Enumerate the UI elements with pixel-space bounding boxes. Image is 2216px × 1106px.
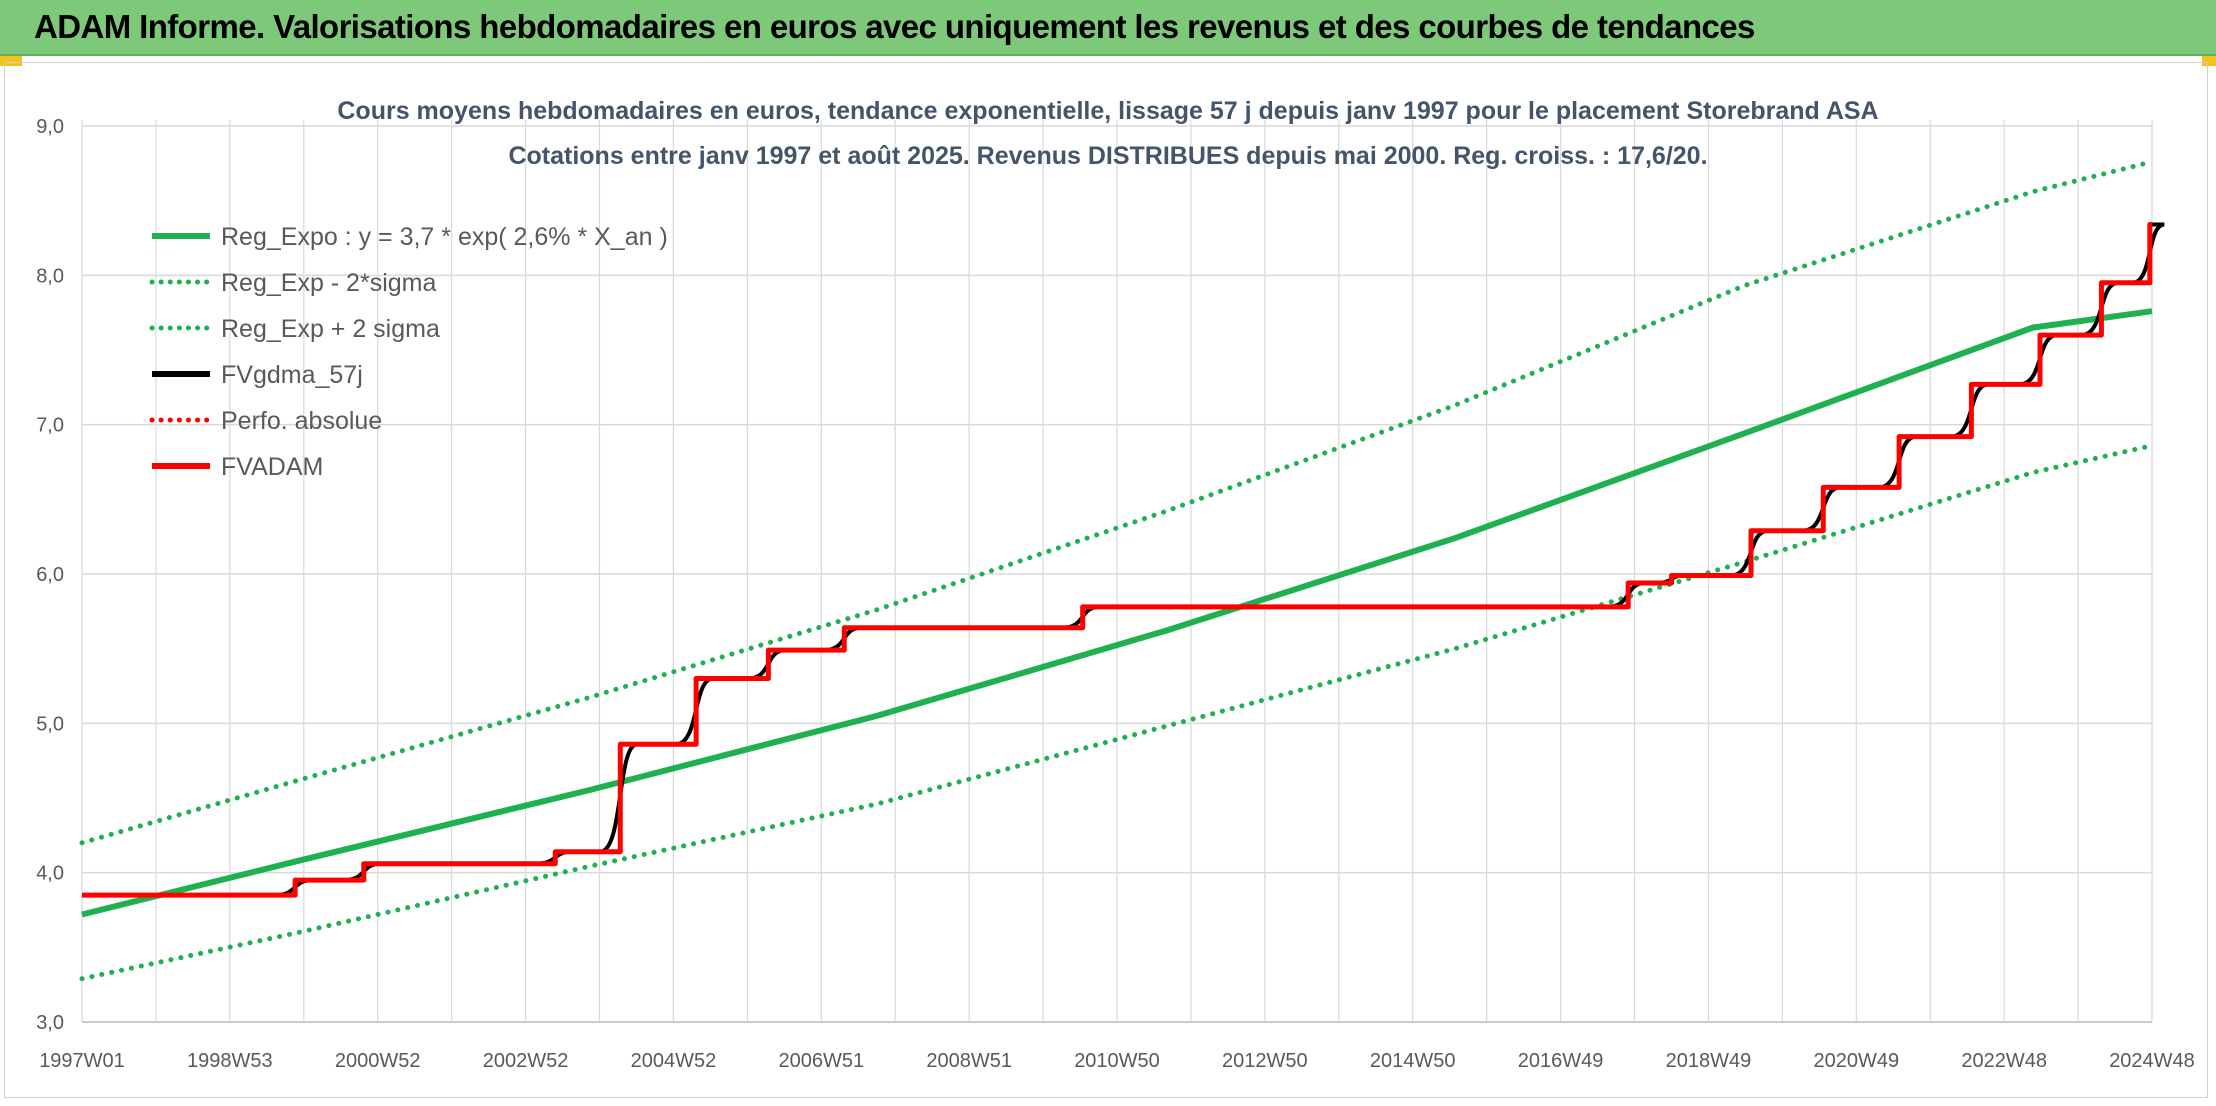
x-axis-ticks: 1997W01 1998W53 2000W52 2002W52 2004W52 2006W… [39, 1050, 2195, 1072]
chart-frame [4, 62, 2208, 1098]
x-tick-label: 2002W52 [483, 1050, 569, 1072]
series-reg-expo [81, 308, 2153, 918]
x-tick-label: 2008W51 [926, 1050, 1012, 1072]
y-tick-label: 7,0 [36, 415, 64, 437]
legend-label: Reg_Exp + 2 sigma [221, 315, 440, 343]
x-tick-label: 2004W52 [631, 1050, 717, 1072]
x-tick-label: 2024W48 [2109, 1050, 2195, 1072]
legend-label: Reg_Expo : y = 3,7 * exp( 2,6% * X_an ) [221, 223, 668, 251]
chart-subtitle: Cotations entre janv 1997 et août 2025. … [508, 142, 1707, 170]
y-tick-label: 5,0 [36, 713, 64, 735]
y-axis-ticks: 3,0 4,0 5,0 6,0 7,0 8,0 9,0 [36, 116, 64, 1034]
series-group [79, 159, 2165, 982]
y-tick-label: 8,0 [36, 265, 64, 287]
x-tick-label: 2016W49 [1518, 1050, 1604, 1072]
chart-title: Cours moyens hebdomadaires en euros, ten… [337, 97, 1878, 125]
x-tick-label: 2018W49 [1666, 1050, 1752, 1072]
y-tick-label: 6,0 [36, 564, 64, 586]
x-tick-label: 2006W51 [778, 1050, 864, 1072]
report-title: ADAM Informe. Valorisations hebdomadaire… [34, 8, 1755, 45]
series-reg-exp-plus-2sigma [79, 159, 2155, 846]
y-tick-label: 9,0 [36, 116, 64, 138]
x-tick-label: 2012W50 [1222, 1050, 1308, 1072]
x-tick-label: 2000W52 [335, 1050, 421, 1072]
series-fvadam [82, 222, 2153, 898]
x-tick-label: 1997W01 [39, 1050, 125, 1072]
legend: Reg_Expo : y = 3,7 * exp( 2,6% * X_an ) R… [149, 223, 668, 481]
legend-label: FVADAM [221, 453, 323, 481]
legend-label: Perfo. absolue [221, 407, 382, 435]
x-tick-label: 2020W49 [1813, 1050, 1899, 1072]
legend-label: FVgdma_57j [221, 361, 363, 389]
series-reg-exp-minus-2sigma [79, 443, 2155, 982]
x-tick-label: 1998W53 [187, 1050, 273, 1072]
x-tick-label: 2014W50 [1370, 1050, 1456, 1072]
corner-accent-left [0, 56, 22, 66]
x-tick-label: 2010W50 [1074, 1050, 1160, 1072]
report-header: ADAM Informe. Valorisations hebdomadaire… [0, 0, 2216, 56]
y-tick-label: 4,0 [36, 863, 64, 885]
y-tick-label: 3,0 [36, 1012, 64, 1034]
corner-accent-right [2202, 56, 2216, 66]
x-tick-label: 2022W48 [1961, 1050, 2047, 1072]
legend-label: Reg_Exp - 2*sigma [221, 269, 436, 297]
